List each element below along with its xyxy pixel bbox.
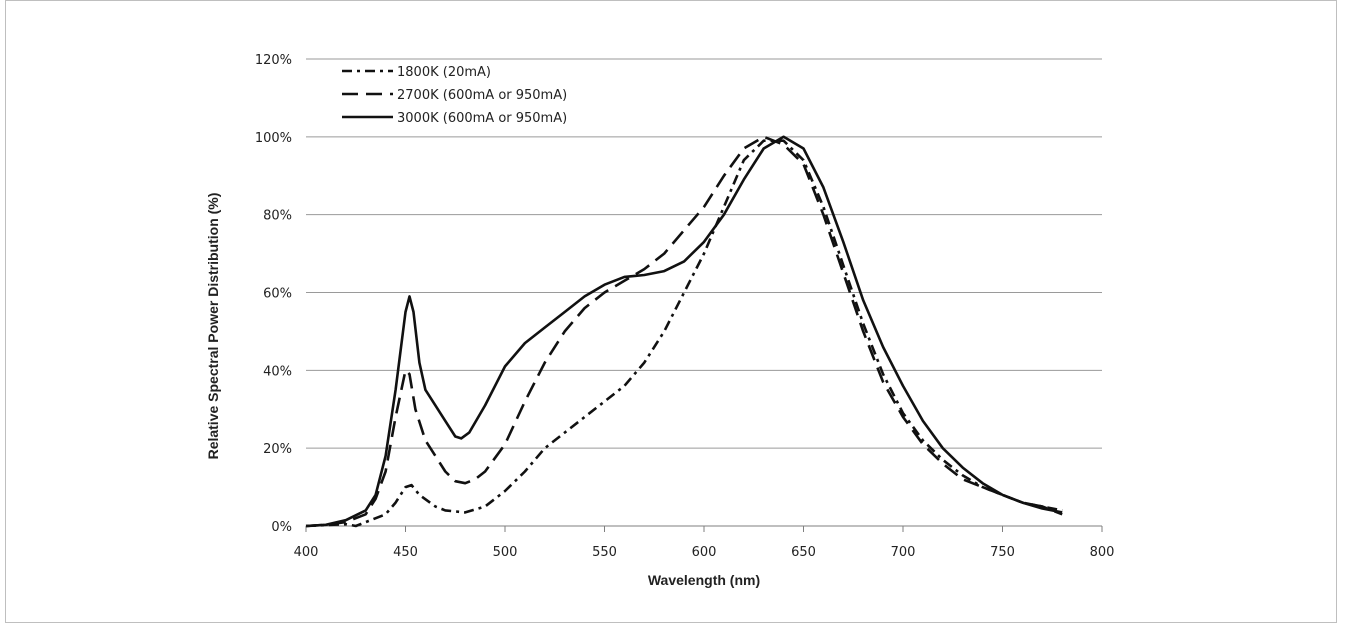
y-tick-label: 60% xyxy=(263,287,292,302)
y-tick-label: 0% xyxy=(271,520,292,535)
series-line-1 xyxy=(305,139,1063,528)
x-tick-label: 500 xyxy=(493,545,518,560)
y-tick-label: 80% xyxy=(263,209,292,224)
y-tick-label: 40% xyxy=(263,364,292,379)
series-lines xyxy=(305,135,1063,528)
legend-label-1: 1800K (20mA) xyxy=(397,65,491,80)
legend: 1800K (20mA) 2700K (600mA or 950mA) 3000K … xyxy=(342,65,567,126)
legend-label-3: 3000K (600mA or 950mA) xyxy=(397,111,567,126)
y-tick-labels: 0% 20% 40% 60% 80% 100% 120% xyxy=(255,53,292,535)
y-tick-label: 100% xyxy=(255,131,292,146)
x-tick-label: 450 xyxy=(393,545,418,560)
y-tick-label: 20% xyxy=(263,442,292,457)
x-tick-label: 400 xyxy=(294,545,319,560)
y-tick-label: 120% xyxy=(255,53,292,68)
x-tick-label: 800 xyxy=(1090,545,1115,560)
gridlines xyxy=(306,58,1102,449)
x-axis-title: Wavelength (nm) xyxy=(648,572,760,588)
series-line-2 xyxy=(305,135,1063,528)
legend-label-2: 2700K (600mA or 950mA) xyxy=(397,88,567,103)
series-line-3 xyxy=(305,135,1063,528)
chart-frame xyxy=(5,0,1337,623)
x-tick-label: 700 xyxy=(891,545,916,560)
x-tick-label: 600 xyxy=(692,545,717,560)
axes xyxy=(305,525,1103,532)
x-tick-label: 650 xyxy=(791,545,816,560)
x-tick-labels: 400 450 500 550 600 650 700 750 800 xyxy=(294,545,1115,560)
x-tick-label: 750 xyxy=(990,545,1015,560)
y-axis-title: Relative Spectral Power Distribution (%) xyxy=(205,193,221,460)
x-tick-label: 550 xyxy=(592,545,617,560)
